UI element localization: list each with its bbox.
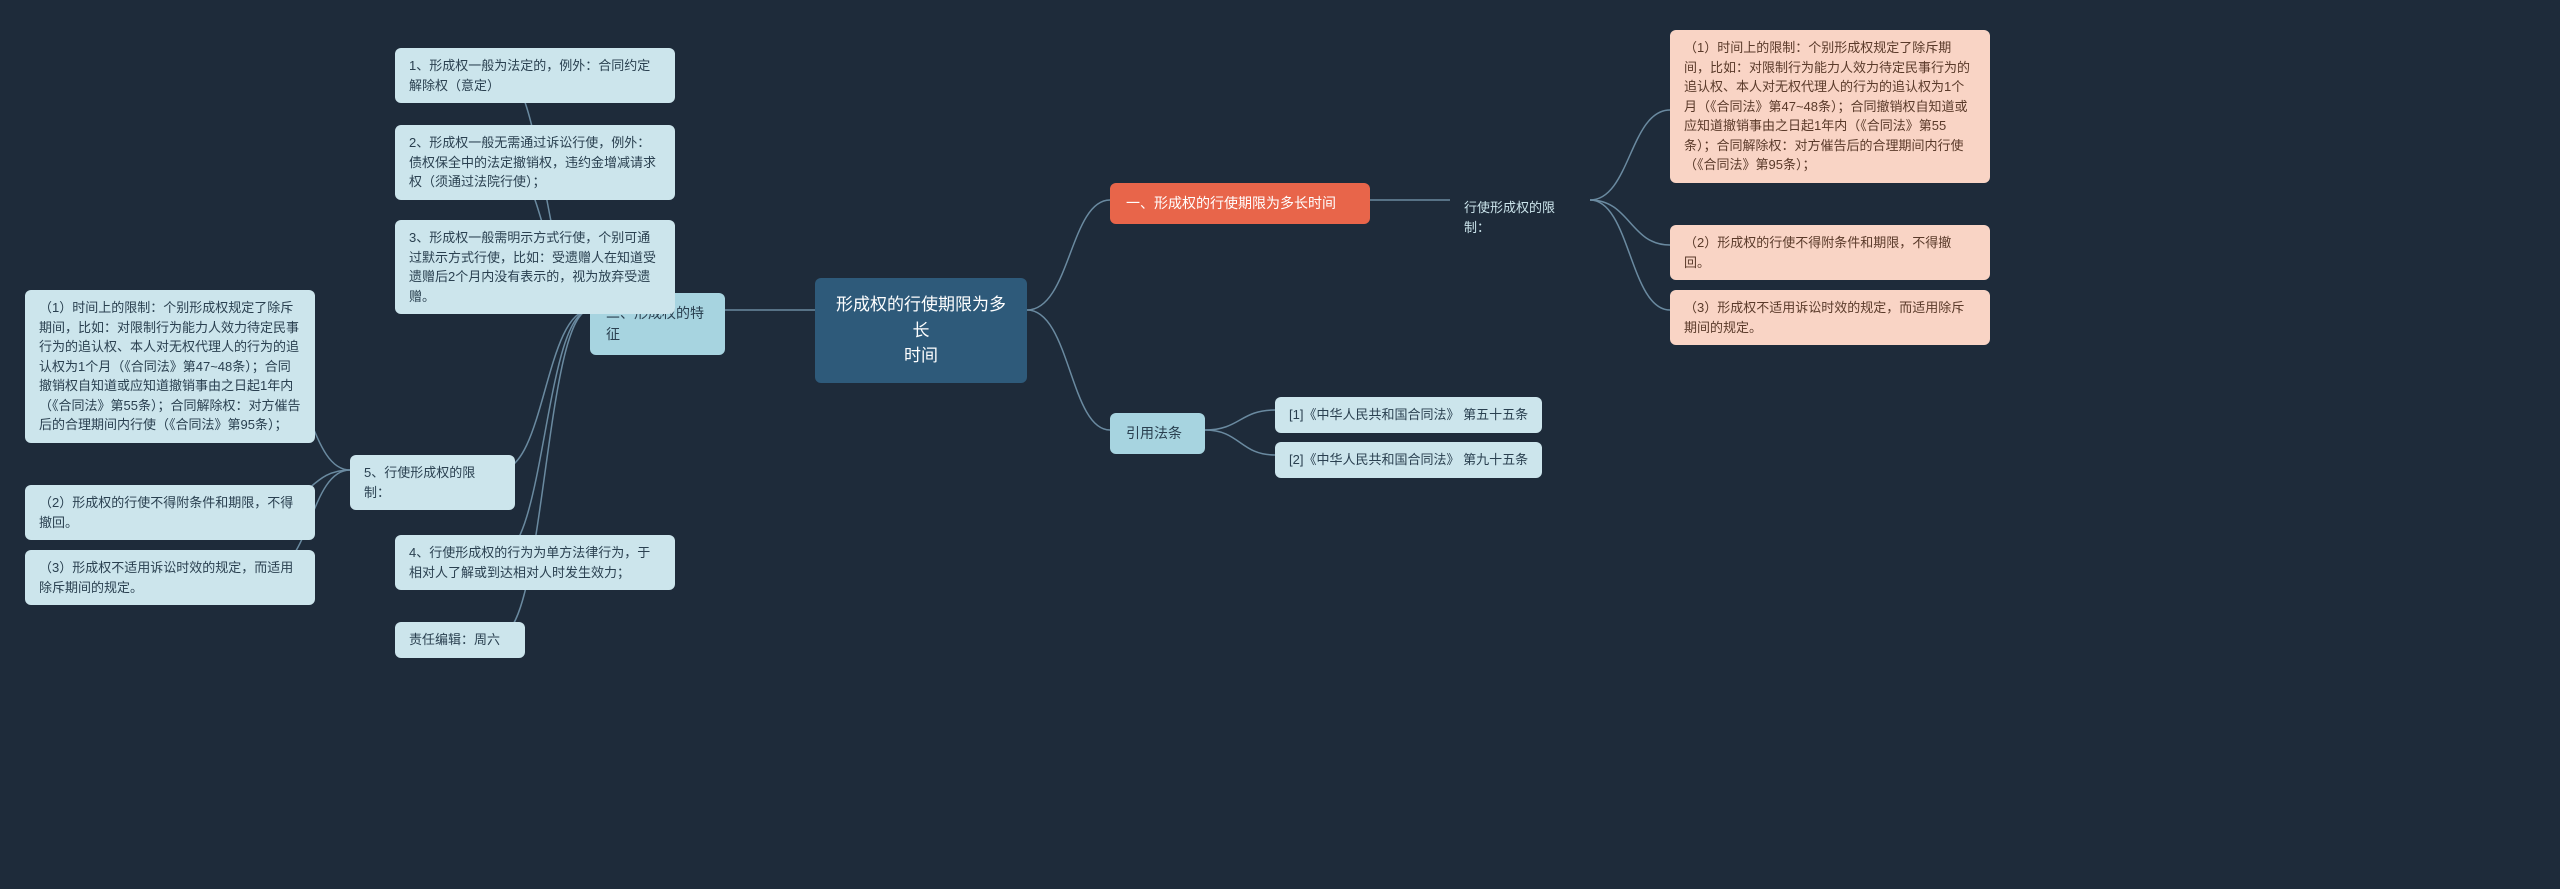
s1-leaf-2[interactable]: （2）形成权的行使不得附条件和期限，不得撤回。 xyxy=(1670,225,1990,280)
s1-leaf-3-text: （3）形成权不适用诉讼时效的规定，而适用除斥期间的规定。 xyxy=(1684,300,1964,335)
s1-leaf-2-text: （2）形成权的行使不得附条件和期限，不得撤回。 xyxy=(1684,235,1951,270)
s2-l5-sub1-text: （1）时间上的限制：个别形成权规定了除斥期间，比如：对限制行为能力人效力待定民事… xyxy=(39,300,300,432)
s2-leaf-5-text: 5、行使形成权的限制： xyxy=(364,465,475,500)
s2-leaf-3[interactable]: 3、形成权一般需明示方式行使，个别可通过默示方式行使，比如：受遗赠人在知道受遗赠… xyxy=(395,220,675,314)
s2-leaf-3-text: 3、形成权一般需明示方式行使，个别可通过默示方式行使，比如：受遗赠人在知道受遗赠… xyxy=(409,230,656,304)
section-3-title: 引用法条 xyxy=(1126,425,1182,441)
s1-leaf-1-text: （1）时间上的限制：个别形成权规定了除斥期间，比如：对限制行为能力人效力待定民事… xyxy=(1684,40,1970,172)
root-node[interactable]: 形成权的行使期限为多长 时间 xyxy=(815,278,1027,383)
root-title-line2: 时间 xyxy=(904,346,938,365)
s2-leaf-1-text: 1、形成权一般为法定的，例外：合同约定解除权（意定） xyxy=(409,58,650,93)
s1-leaf-3[interactable]: （3）形成权不适用诉讼时效的规定，而适用除斥期间的规定。 xyxy=(1670,290,1990,345)
s3-leaf-1[interactable]: [1]《中华人民共和国合同法》 第五十五条 xyxy=(1275,397,1542,433)
s2-leaf-1[interactable]: 1、形成权一般为法定的，例外：合同约定解除权（意定） xyxy=(395,48,675,103)
s2-l5-sub2[interactable]: （2）形成权的行使不得附条件和期限，不得撤回。 xyxy=(25,485,315,540)
s2-leaf-4-text: 4、行使形成权的行为为单方法律行为，于相对人了解或到达相对人时发生效力； xyxy=(409,545,650,580)
s1-leaf-1[interactable]: （1）时间上的限制：个别形成权规定了除斥期间，比如：对限制行为能力人效力待定民事… xyxy=(1670,30,1990,183)
s2-leaf-4[interactable]: 4、行使形成权的行为为单方法律行为，于相对人了解或到达相对人时发生效力； xyxy=(395,535,675,590)
s2-l5-sub1[interactable]: （1）时间上的限制：个别形成权规定了除斥期间，比如：对限制行为能力人效力待定民事… xyxy=(25,290,315,443)
s2-l5-sub3-text: （3）形成权不适用诉讼时效的规定，而适用除斥期间的规定。 xyxy=(39,560,293,595)
s3-leaf-2[interactable]: [2]《中华人民共和国合同法》 第九十五条 xyxy=(1275,442,1542,478)
s2-leaf-2-text: 2、形成权一般无需通过诉讼行使，例外：债权保全中的法定撤销权，违约金增减请求权（… xyxy=(409,135,656,189)
s2-leaf-2[interactable]: 2、形成权一般无需通过诉讼行使，例外：债权保全中的法定撤销权，违约金增减请求权（… xyxy=(395,125,675,200)
section-3[interactable]: 引用法条 xyxy=(1110,413,1205,454)
section-1-sublabel-text: 行使形成权的限制： xyxy=(1464,200,1555,235)
section-1-title: 一、形成权的行使期限为多长时间 xyxy=(1126,195,1336,211)
root-title-line1: 形成权的行使期限为多长 xyxy=(836,295,1006,340)
section-1-sublabel: 行使形成权的限制： xyxy=(1450,190,1590,245)
s2-l5-sub3[interactable]: （3）形成权不适用诉讼时效的规定，而适用除斥期间的规定。 xyxy=(25,550,315,605)
s3-leaf-1-text: [1]《中华人民共和国合同法》 第五十五条 xyxy=(1289,407,1528,422)
s2-leaf-5[interactable]: 5、行使形成权的限制： xyxy=(350,455,515,510)
s2-editor-text: 责任编辑：周六 xyxy=(409,632,500,647)
s3-leaf-2-text: [2]《中华人民共和国合同法》 第九十五条 xyxy=(1289,452,1528,467)
s2-l5-sub2-text: （2）形成权的行使不得附条件和期限，不得撤回。 xyxy=(39,495,293,530)
s2-editor[interactable]: 责任编辑：周六 xyxy=(395,622,525,658)
section-1[interactable]: 一、形成权的行使期限为多长时间 xyxy=(1110,183,1370,224)
